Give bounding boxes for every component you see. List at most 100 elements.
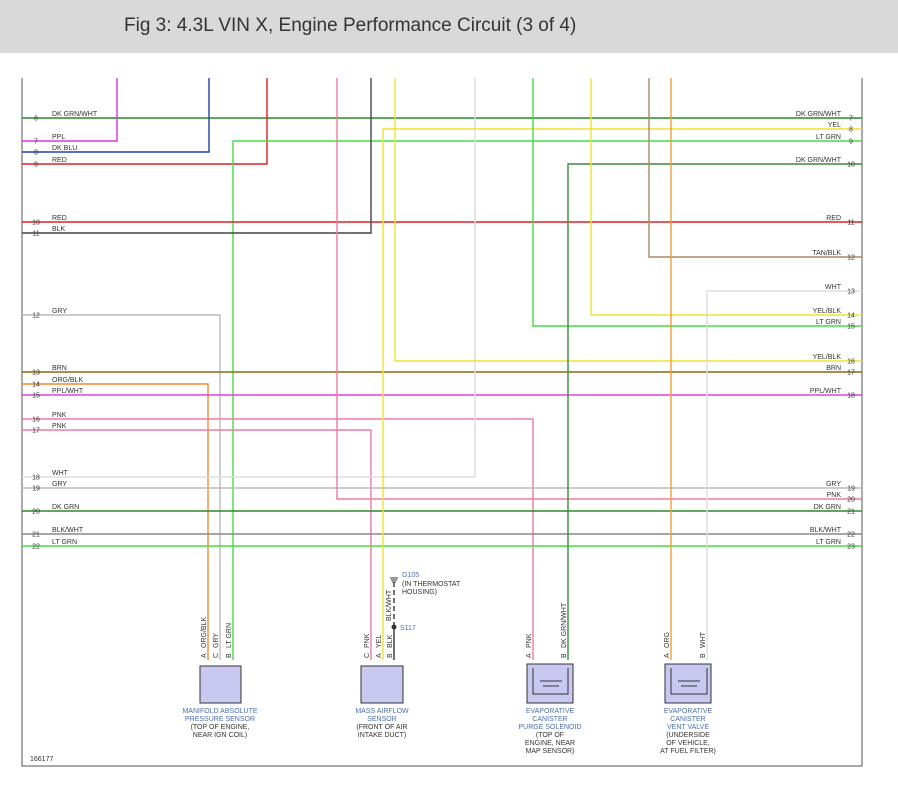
splice-id: S117 <box>400 625 416 632</box>
left-pin-number: 19 <box>32 486 40 493</box>
left-pin-number: 16 <box>32 417 40 424</box>
component-name: PURGE SOLENOID <box>518 724 581 731</box>
right-pin-number: 8 <box>849 127 853 134</box>
component-location: (UNDERSIDE <box>666 732 710 739</box>
pin-letter: C <box>213 653 220 658</box>
left-wire-label: PPL <box>52 134 65 141</box>
right-wire-label: BRN <box>826 365 841 372</box>
right-wire-label: PNK <box>827 492 842 499</box>
left-wire-label: WHT <box>52 470 69 477</box>
ground-id: G105 <box>402 572 419 579</box>
pin-letter: A <box>664 653 671 658</box>
right-wire-label: BLK/WHT <box>810 527 842 534</box>
component-name: MASS AIRFLOW <box>355 708 409 715</box>
left-wire-label: PNK <box>52 412 67 419</box>
left-pin-number: 21 <box>32 532 40 539</box>
left-pin-number: 10 <box>32 220 40 227</box>
left-wire-label: RED <box>52 215 67 222</box>
right-wire-label: YEL <box>828 122 841 129</box>
frame <box>21 78 863 767</box>
left-wire-label: BRN <box>52 365 67 372</box>
left-wire-label: DK BLU <box>52 145 77 152</box>
pin-letter: B <box>387 653 394 658</box>
pin-wire: WHT <box>700 631 707 648</box>
right-pin-number: 11 <box>847 220 854 227</box>
right-wire-label: DK GRN/WHT <box>796 157 842 164</box>
right-wire-label: LT GRN <box>816 134 841 141</box>
left-pin-number: 18 <box>32 475 40 482</box>
left-pin-number: 15 <box>32 393 40 400</box>
left-wire-label: BLK/WHT <box>52 527 84 534</box>
component-name: EVAPORATIVE <box>526 708 575 715</box>
left-wire-label: ORG/BLK <box>52 377 83 384</box>
right-wire-label: PPL/WHT <box>810 388 842 395</box>
header-bar <box>0 0 898 53</box>
pin-wire: DK GRN/WHT <box>561 602 568 648</box>
component-location: MAP SENSOR) <box>526 748 575 755</box>
left-pin-number: 6 <box>34 116 38 123</box>
wires <box>22 78 862 660</box>
pin-wire: YEL <box>376 635 383 648</box>
component-name: CANISTER <box>670 716 705 723</box>
right-pin-number: 20 <box>847 497 855 504</box>
component-location: OF VEHICLE, <box>666 740 710 747</box>
left-pin-number: 11 <box>32 231 39 238</box>
component-location: ENGINE, NEAR <box>525 740 575 747</box>
left-wire-label: DK GRN <box>52 504 79 511</box>
left-wire-label: LT GRN <box>52 539 77 546</box>
right-wire-label: LT GRN <box>816 319 841 326</box>
component-name: SENSOR <box>367 716 397 723</box>
pin-letter: A <box>201 653 208 658</box>
left-wire-label: GRY <box>52 308 67 315</box>
component-name: PRESSURE SENSOR <box>185 716 255 723</box>
ground-note: HOUSING) <box>402 589 437 596</box>
right-pin-number: 18 <box>847 393 855 400</box>
pin-letter: C <box>364 653 371 658</box>
right-wire-label: DK GRN/WHT <box>796 111 842 118</box>
right-pin-number: 12 <box>847 255 855 262</box>
left-wire-label: PNK <box>52 423 67 430</box>
pin-letter: B <box>700 653 707 658</box>
component-location: (TOP OF ENGINE, <box>191 724 250 731</box>
left-wire-label: PPL/WHT <box>52 388 84 395</box>
title: Fig 3: 4.3L VIN X, Engine Performance Ci… <box>124 15 576 36</box>
component-location: (TOP OF <box>536 732 564 739</box>
component-location: AT FUEL FILTER) <box>660 748 716 755</box>
right-pin-number: 7 <box>849 116 853 123</box>
right-wire-label: RED <box>826 215 841 222</box>
right-pin-number: 19 <box>847 486 855 493</box>
component-name: CANISTER <box>532 716 567 723</box>
left-pin-number: 14 <box>32 382 40 389</box>
pin-wire: GRY <box>213 633 220 648</box>
pin-letter: A <box>376 653 383 658</box>
right-pin-number: 23 <box>847 544 855 551</box>
pin-wire: PNK <box>526 633 533 648</box>
pin-wire: PNK <box>364 633 371 648</box>
left-pin-number: 7 <box>34 139 38 146</box>
splice-wire: BLK/WHT <box>386 589 393 621</box>
pin-wire: LT GRN <box>226 623 233 648</box>
component-location: (FRONT OF AIR <box>356 724 407 731</box>
right-pin-number: 15 <box>847 324 855 331</box>
right-pin-number: 14 <box>847 313 855 320</box>
right-pin-number: 13 <box>847 289 855 296</box>
component-name: MANIFOLD ABSOLUTE <box>182 708 257 715</box>
right-wire-label: YEL/BLK <box>813 354 842 361</box>
right-pin-number: 9 <box>849 139 853 146</box>
component-name: EVAPORATIVE <box>664 708 713 715</box>
left-pin-number: 9 <box>34 162 38 169</box>
right-pin-number: 22 <box>847 532 855 539</box>
right-wire-label: WHT <box>825 284 842 291</box>
left-pin-number: 12 <box>32 313 40 320</box>
ground-note: (IN THERMOSTAT <box>402 581 461 588</box>
left-pin-number: 8 <box>34 150 38 157</box>
right-pin-number: 10 <box>847 162 855 169</box>
pin-wire: ORG/BLK <box>201 617 208 648</box>
component-location: NEAR IGN COIL) <box>193 732 247 739</box>
pin-wire: ORG <box>664 632 671 648</box>
components <box>199 663 712 704</box>
right-pin-number: 17 <box>847 370 855 377</box>
left-pin-number: 20 <box>32 509 40 516</box>
left-wire-label: DK GRN/WHT <box>52 111 98 118</box>
